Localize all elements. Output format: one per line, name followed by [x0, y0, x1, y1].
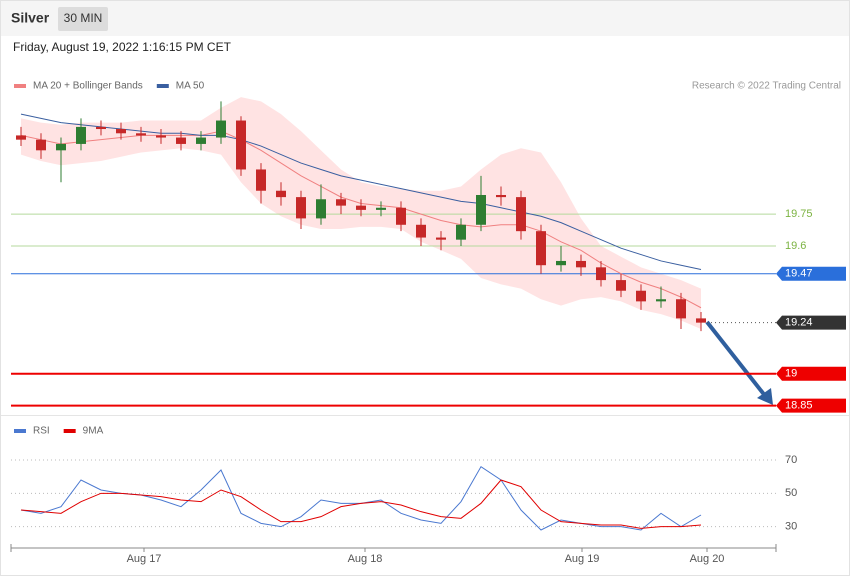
level-label: 18.85 — [785, 400, 813, 412]
header-bar — [1, 1, 849, 36]
candle-body — [456, 224, 466, 240]
x-tick-label: Aug 20 — [690, 553, 725, 565]
ma-line — [20, 113, 702, 270]
level-label: 19.24 — [785, 317, 813, 329]
candle-body — [76, 126, 86, 144]
legend-swatch — [63, 429, 76, 433]
candle-body — [696, 318, 706, 323]
candle-body — [316, 199, 326, 219]
legend-label: RSI — [33, 426, 50, 437]
level-label: 19.6 — [785, 240, 806, 252]
candle-body — [396, 207, 406, 225]
level-label: 19.47 — [785, 268, 813, 280]
candle-body — [516, 197, 526, 232]
level-label: 19 — [785, 368, 797, 380]
candle-body — [416, 224, 426, 238]
candle-body — [616, 280, 626, 291]
candle-body — [296, 197, 306, 219]
credit: Research © 2022 Trading Central — [692, 81, 841, 92]
candle-body — [676, 299, 686, 319]
candle-body — [156, 135, 166, 138]
candle-body — [196, 137, 206, 144]
level-tag — [776, 266, 846, 281]
candle-body — [556, 260, 566, 266]
legend-swatch — [156, 84, 169, 88]
arrow-head — [757, 388, 773, 405]
candle-body — [216, 120, 226, 138]
candle-body — [96, 126, 106, 130]
candle-body — [116, 129, 126, 134]
symbol: Silver — [11, 10, 50, 26]
candle-body — [136, 133, 146, 136]
level-label: 19.75 — [785, 208, 813, 220]
candle-body — [576, 260, 586, 268]
interval-badge — [58, 7, 108, 31]
candle-body — [496, 194, 506, 198]
legend-swatch — [14, 84, 26, 88]
x-tick-label: Aug 18 — [348, 553, 383, 565]
x-tick-label: Aug 19 — [565, 553, 600, 565]
candle-body — [236, 120, 246, 170]
candle-body — [636, 290, 646, 302]
level-tag — [776, 315, 846, 330]
y-tick-label: 30 — [785, 521, 797, 533]
rsi-line — [20, 479, 702, 529]
candle-body — [436, 237, 446, 240]
projection-arrow — [705, 320, 768, 399]
candle-body — [596, 267, 606, 281]
candle-body — [276, 190, 286, 198]
candle-body — [656, 299, 666, 302]
legend-label: MA 50 — [176, 81, 205, 92]
x-tick-label: Aug 17 — [127, 553, 162, 565]
candle-body — [536, 231, 546, 266]
candle-body — [16, 135, 26, 140]
y-tick-label: 70 — [785, 454, 797, 466]
candle-body — [336, 199, 346, 206]
candle-body — [56, 143, 66, 151]
candle-body — [176, 137, 186, 144]
level-tag — [776, 366, 846, 381]
candle-body — [36, 139, 46, 151]
candle-body — [256, 169, 266, 191]
interval: 30 MIN — [64, 11, 103, 25]
level-tag — [776, 398, 846, 413]
legend-label: MA 20 + Bollinger Bands — [33, 81, 143, 92]
legend-swatch — [14, 429, 26, 433]
legend-label: 9MA — [83, 426, 104, 437]
candle-body — [476, 194, 486, 225]
datetime: Friday, August 19, 2022 1:16:15 PM CET — [13, 40, 232, 54]
candle-body — [356, 205, 366, 210]
y-tick-label: 50 — [785, 487, 797, 499]
candle-body — [376, 207, 386, 210]
